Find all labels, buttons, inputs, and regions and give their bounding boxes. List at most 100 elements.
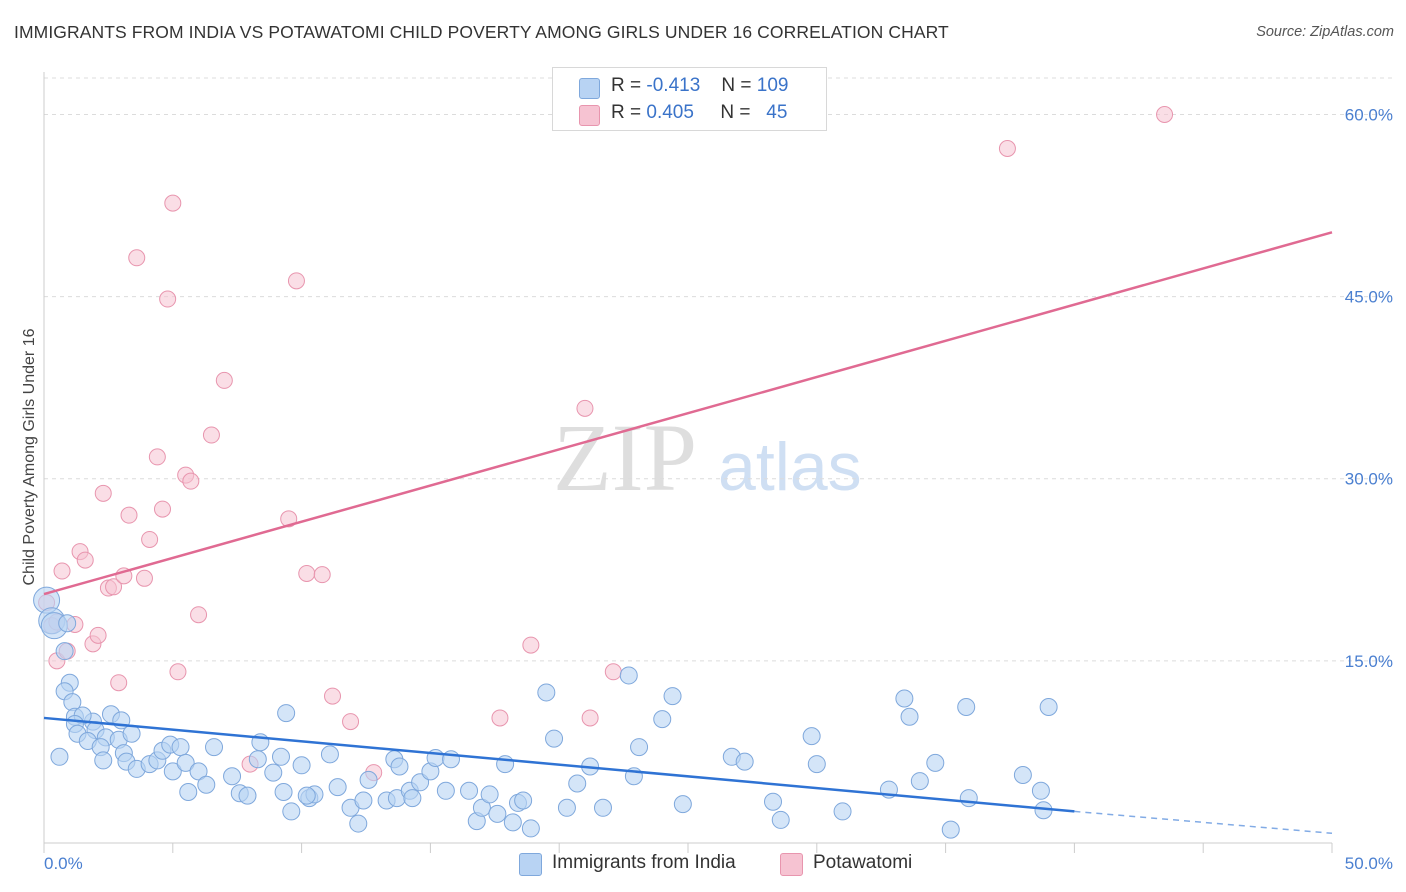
watermark-zip: ZIP xyxy=(553,404,697,511)
india-point xyxy=(197,775,216,794)
bottom-legend-label-india: Immigrants from India xyxy=(552,852,736,873)
legend-r-label: R = xyxy=(611,102,642,123)
india-point xyxy=(179,783,198,802)
bottom-legend-swatch-potawatomi xyxy=(780,853,803,876)
india-point xyxy=(900,707,919,726)
india-trend-extension xyxy=(1074,810,1333,835)
potawatomi-point xyxy=(148,448,166,466)
legend-r-value: 0.405 xyxy=(646,102,694,123)
india-point xyxy=(488,804,507,823)
india-point xyxy=(802,727,821,746)
india-point xyxy=(264,763,283,782)
india-point xyxy=(205,738,224,757)
x-tick-label-min: 0.0% xyxy=(44,854,83,873)
potawatomi-point xyxy=(153,500,171,518)
india-point xyxy=(171,738,190,757)
potawatomi-point xyxy=(135,569,153,587)
india-point xyxy=(941,820,960,839)
india-point xyxy=(663,687,682,706)
india-point xyxy=(274,783,293,802)
india-point xyxy=(472,798,491,817)
potawatomi-point xyxy=(522,636,540,654)
potawatomi-point xyxy=(1156,105,1174,123)
india-point xyxy=(771,810,790,829)
legend-r-value: -0.413 xyxy=(646,75,701,96)
potawatomi-point xyxy=(110,674,128,692)
india-point xyxy=(403,789,422,808)
india-point xyxy=(764,792,783,811)
india-point xyxy=(1031,781,1050,800)
potawatomi-point xyxy=(164,194,182,212)
potawatomi-point xyxy=(159,290,177,308)
legend-swatch-potawatomi xyxy=(579,105,600,126)
y-tick-label: 15.0% xyxy=(1345,652,1393,671)
potawatomi-point xyxy=(141,530,159,548)
india-point xyxy=(619,666,638,685)
potawatomi-point xyxy=(313,566,331,584)
y-tick-label: 60.0% xyxy=(1345,105,1393,124)
potawatomi-point xyxy=(280,510,298,528)
x-tick-label-max: 50.0% xyxy=(1345,854,1393,873)
legend-n-label: N = xyxy=(720,102,751,123)
india-point xyxy=(926,753,945,772)
india-point xyxy=(957,698,976,717)
india-point xyxy=(503,813,522,832)
india-point xyxy=(460,781,479,800)
legend-swatch-india xyxy=(579,78,600,99)
potawatomi-point xyxy=(215,371,233,389)
india-point xyxy=(895,689,914,708)
india-point xyxy=(277,704,296,723)
y-tick-label: 45.0% xyxy=(1345,288,1393,307)
india-point xyxy=(223,767,242,786)
potawatomi-point xyxy=(298,564,316,582)
potawatomi-point xyxy=(53,562,71,580)
india-point xyxy=(1039,698,1058,717)
bottom-legend-label-potawatomi: Potawatomi xyxy=(813,852,913,873)
potawatomi-point xyxy=(581,709,599,727)
legend-n-label: N = xyxy=(721,75,752,96)
y-tick-label: 30.0% xyxy=(1345,470,1393,489)
potawatomi-point xyxy=(76,551,94,569)
correlation-legend: R = -0.413 N = 109 R = 0.405 N = 45 xyxy=(552,67,827,131)
watermark: ZIP atlas xyxy=(553,404,862,511)
chart-title: IMMIGRANTS FROM INDIA VS POTAWATOMI CHIL… xyxy=(14,22,949,42)
india-point xyxy=(359,770,378,789)
watermark-atlas: atlas xyxy=(718,429,862,505)
india-point xyxy=(653,710,672,729)
india-point xyxy=(189,762,208,781)
india-point xyxy=(297,786,316,805)
india-point xyxy=(436,781,455,800)
bottom-legend-swatch-india xyxy=(519,853,542,876)
india-point xyxy=(910,772,929,791)
india-point xyxy=(271,747,290,766)
potawatomi-point xyxy=(89,626,107,644)
potawatomi-point xyxy=(998,139,1016,157)
potawatomi-point xyxy=(105,578,123,596)
potawatomi-point xyxy=(169,663,187,681)
india-point xyxy=(94,751,113,770)
india-point xyxy=(122,724,141,743)
potawatomi-point xyxy=(491,709,509,727)
india-point xyxy=(390,757,409,776)
potawatomi-point xyxy=(324,687,342,705)
india-point xyxy=(58,614,77,633)
india-point xyxy=(735,752,754,771)
potawatomi-point xyxy=(287,272,305,290)
india-point xyxy=(292,756,311,775)
india-point xyxy=(50,747,69,766)
india-point xyxy=(630,738,649,757)
potawatomi-point xyxy=(120,506,138,524)
potawatomi-point xyxy=(604,663,622,681)
india-point xyxy=(959,789,978,808)
india-trend-line xyxy=(43,716,1075,813)
india-point xyxy=(163,762,182,781)
legend-n-value: 109 xyxy=(756,75,789,96)
india-point xyxy=(521,819,540,838)
potawatomi-point xyxy=(202,426,220,444)
india-point xyxy=(537,683,556,702)
india-point xyxy=(557,798,576,817)
legend-n-value: 45 xyxy=(766,102,788,123)
india-point xyxy=(807,755,826,774)
india-point xyxy=(349,814,368,833)
